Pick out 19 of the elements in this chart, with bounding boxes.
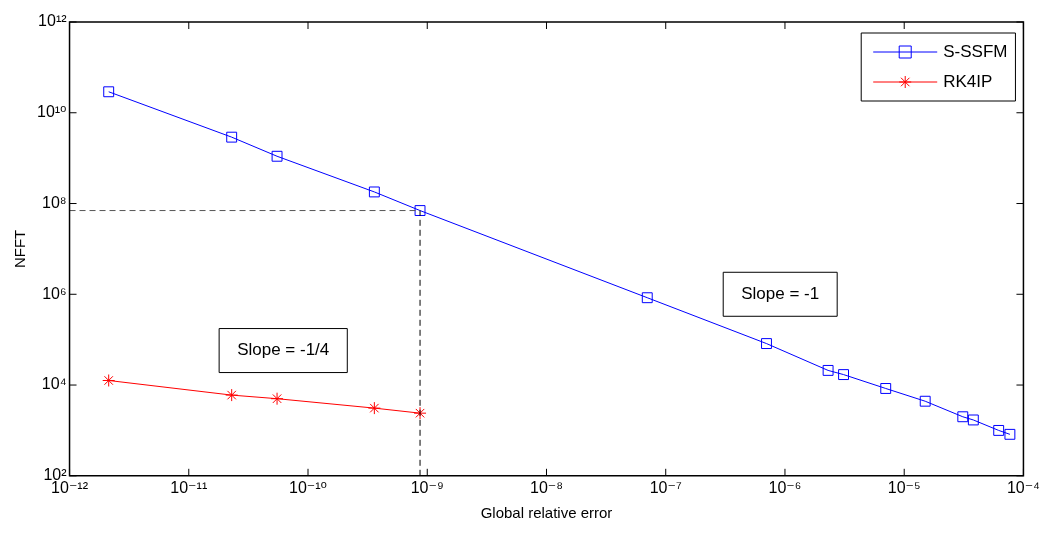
annotation: Slope = -1/4 (237, 340, 330, 360)
annotation: Slope = -1 (741, 283, 820, 303)
x-tick-label: 10⁻⁴ (1006, 478, 1041, 496)
legend-label: RK4IP (943, 71, 993, 91)
x-tick-label: 10⁻⁸ (529, 478, 563, 496)
x-tick-label: 10⁻⁹ (410, 478, 444, 496)
y-tick-label: 10¹⁰ (36, 103, 67, 121)
legend-label: S-SSFM (943, 41, 1008, 61)
y-axis-title: NFFT (11, 229, 29, 269)
y-tick-label: 10⁶ (42, 284, 67, 302)
x-tick-label: 10⁻¹⁰ (289, 478, 328, 496)
y-tick-label: 10⁸ (41, 193, 67, 211)
y-tick-label: 10⁴ (41, 375, 67, 393)
x-tick-label: 10⁻¹¹ (170, 478, 208, 496)
x-tick-label: 10⁻⁵ (887, 478, 921, 496)
y-tick-label: 10¹² (38, 12, 68, 30)
x-axis-title: Global relative error (480, 504, 613, 522)
x-tick-label: 10⁻⁶ (768, 478, 802, 496)
x-tick-label: 10⁻⁷ (649, 478, 682, 496)
